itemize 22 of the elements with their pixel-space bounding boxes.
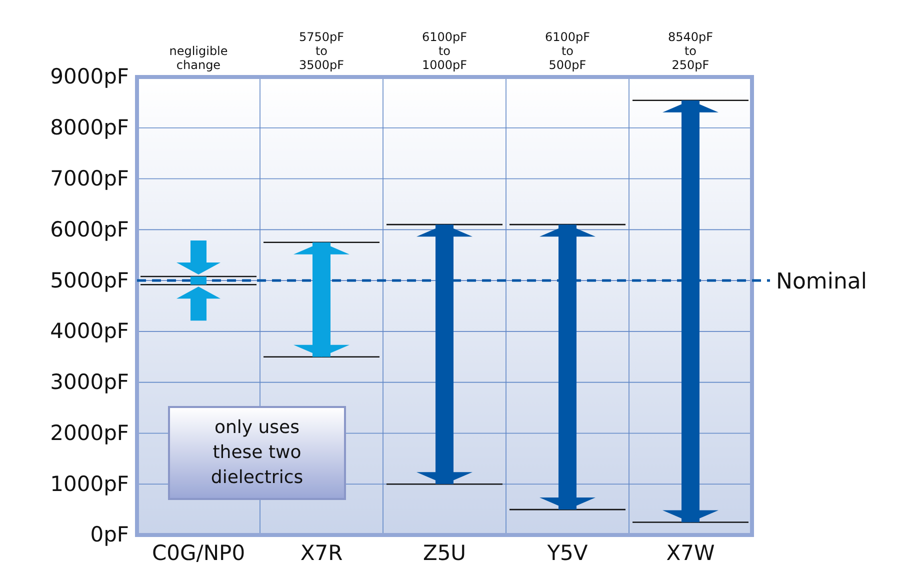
y-tick-label: 7000pF	[50, 166, 129, 190]
y-tick-label: 2000pF	[50, 420, 129, 445]
x-tick-label: X7W	[666, 540, 715, 565]
text: 6100pF to 500pF	[544, 30, 590, 72]
x-tick-label: Z5U	[422, 540, 466, 565]
y-tick-label: 4000pF	[50, 319, 129, 344]
y-tick-label: 8000pF	[50, 116, 129, 140]
x-tick-label: Y5V	[546, 540, 588, 565]
y-tick-label: 1000pF	[50, 472, 129, 496]
ref-line-label: Nominal	[776, 269, 867, 294]
y-tick-label: 6000pF	[50, 217, 129, 242]
text: 8540pF to 250pF	[668, 30, 714, 72]
y-tick-label: 9000pF	[50, 64, 129, 89]
text: 6100pF to 1000pF	[422, 30, 468, 72]
text: negligible change	[169, 44, 228, 72]
x-tick-label: C0G/NP0	[152, 540, 246, 565]
annotation: only uses these two dielectrics	[210, 417, 304, 488]
y-tick-label: 5000pF	[50, 268, 129, 292]
text: 5750pF to 3500pF	[298, 30, 344, 72]
y-tick-label: 0pF	[90, 522, 129, 547]
y-tick-label: 3000pF	[50, 370, 129, 394]
x-tick-label: X7R	[300, 540, 343, 565]
